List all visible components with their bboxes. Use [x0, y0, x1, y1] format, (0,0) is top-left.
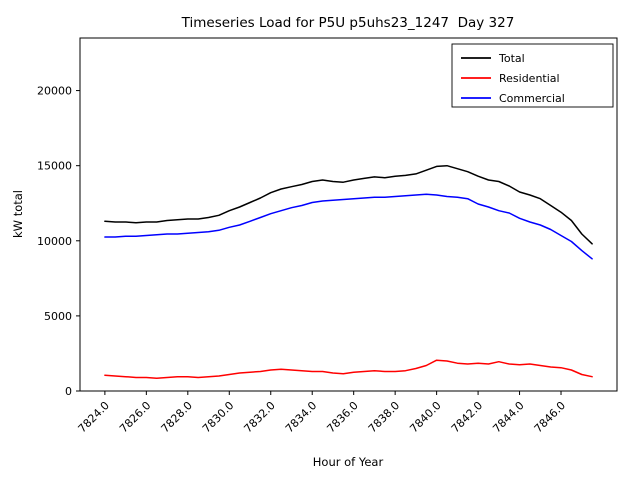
- y-tick-label: 15000: [37, 160, 72, 173]
- series-line-total: [104, 164, 593, 245]
- x-tick-label: 7846.0: [532, 399, 568, 435]
- series-line-commercial: [104, 193, 593, 260]
- legend-box: [451, 43, 614, 108]
- series-line-residential: [104, 359, 593, 379]
- y-tick-label: 20000: [37, 85, 72, 98]
- x-tick-label: 7828.0: [159, 399, 195, 435]
- legend-label-commercial: Commercial: [499, 92, 565, 105]
- x-tick-label: 7834.0: [283, 399, 319, 435]
- x-tick-label: 7844.0: [490, 399, 526, 435]
- legend-label-total: Total: [498, 52, 525, 65]
- x-tick-label: 7836.0: [324, 399, 360, 435]
- x-tick-label: 7842.0: [449, 399, 485, 435]
- x-tick-label: 7824.0: [76, 399, 112, 435]
- x-tick-label: 7840.0: [407, 399, 443, 435]
- legend-label-residential: Residential: [499, 72, 560, 85]
- y-tick-label: 10000: [37, 235, 72, 248]
- x-tick-label: 7838.0: [366, 399, 402, 435]
- x-tick-label: 7832.0: [241, 399, 277, 435]
- series-lines: [104, 164, 593, 379]
- x-axis-label: Hour of Year: [313, 455, 384, 469]
- legend: Total Residential Commercial: [451, 43, 614, 108]
- y-tick-label: 0: [65, 385, 72, 398]
- y-axis-label: kW total: [11, 190, 25, 238]
- chart-title: Timeseries Load for P5U p5uhs23_1247 Day…: [181, 15, 515, 31]
- x-tick-label: 7826.0: [117, 399, 153, 435]
- y-tick-label: 5000: [44, 310, 72, 323]
- x-tick-label: 7830.0: [200, 399, 236, 435]
